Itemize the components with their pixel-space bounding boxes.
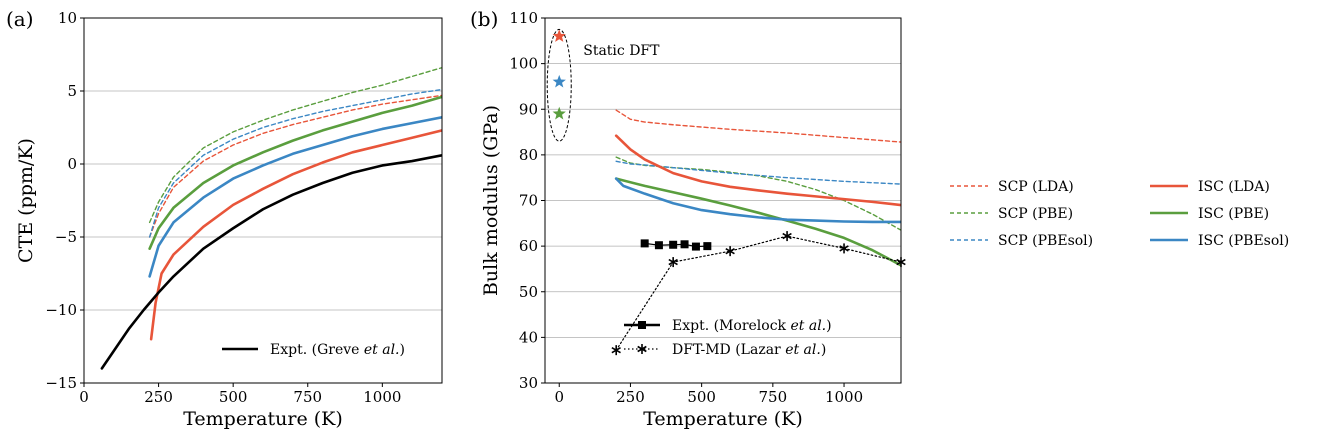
x-axis-label: Temperature (K)	[643, 408, 803, 430]
series-line-isc-pbesol-	[148, 115, 442, 278]
y-tick-label: 0	[67, 155, 77, 173]
data-point-asterisk-stroke	[611, 346, 621, 354]
y-tick-label: 5	[67, 82, 77, 100]
axes-frame	[544, 17, 902, 384]
panel-b: 30 40 50 60 70 80 90 100 110 0 250 500 750 1000 Static…	[470, 7, 906, 430]
legend-label: SCP (LDA)	[998, 179, 1074, 195]
series-line-scp-pbesol-	[615, 160, 901, 185]
y-axis-label: CTE (ppm/K)	[15, 138, 37, 263]
data-point-square	[640, 239, 649, 248]
legend-label: ISC (PBEsol)	[1198, 233, 1289, 249]
panel-a: −15 −10 −5 0 5 10 0 250 500 750 1000 Temperature (K…	[6, 7, 443, 430]
plot-area	[100, 66, 442, 370]
data-point-square	[691, 242, 700, 251]
series-line-scp-pbe-	[615, 156, 901, 231]
y-tick-label: −5	[55, 228, 77, 246]
x-tick-label: 250	[144, 388, 173, 406]
data-point-asterisk	[839, 243, 849, 254]
legend-label: ISC (PBE)	[1198, 206, 1269, 222]
data-point-asterisk	[668, 257, 678, 268]
series-line-dft-md-lazar-et-al-	[615, 235, 901, 351]
y-tick-label: 50	[519, 283, 538, 301]
data-point-asterisk-stroke	[839, 245, 849, 252]
legend-label-italic: et al.	[364, 342, 400, 358]
y-axis-label: Bulk modulus (GPa)	[480, 105, 502, 296]
series-line-expt-greve-et-al-	[100, 153, 442, 370]
x-tick-label: 0	[554, 388, 564, 406]
legend-label-part: Expt. (Morelock	[672, 318, 791, 334]
data-point-asterisk	[611, 345, 621, 356]
series-line-scp-lda-	[615, 109, 901, 143]
y-tick-label: 100	[509, 55, 538, 73]
x-tick-label: 750	[759, 388, 788, 406]
x-tick-label: 250	[616, 388, 645, 406]
data-point-square	[680, 240, 689, 249]
static-dft-star	[552, 29, 566, 42]
data-point-asterisk	[782, 231, 792, 242]
series-line-scp-lda-	[148, 94, 442, 238]
legend-label-part: DFT-MD (Lazar	[672, 342, 785, 358]
static-dft-star	[552, 106, 566, 120]
legend-label-italic: et al.	[785, 342, 821, 358]
series-line-isc-pbesol-	[614, 177, 901, 224]
legend-marker-square	[638, 321, 646, 329]
panel-label: (b)	[470, 7, 498, 31]
x-tick-label: 1000	[363, 388, 401, 406]
y-tick-label: 70	[519, 192, 538, 210]
data-point-asterisk-stroke	[668, 258, 678, 266]
y-tick-label: 40	[519, 328, 538, 346]
data-point-square	[654, 241, 663, 250]
series-line-isc-pbe-	[148, 95, 442, 250]
data-point-asterisk-stroke	[725, 247, 735, 255]
series-line-isc-pbe-	[614, 177, 901, 267]
shared-legend: SCP (LDA) SCP (PBE) SCP (PBEsol) ISC (LDA) I…	[950, 179, 1289, 249]
series-line-scp-pbesol-	[148, 88, 442, 238]
legend-label-part: Expt. (Greve	[270, 342, 364, 358]
x-tick-label: 750	[293, 388, 322, 406]
axes-frame	[83, 17, 443, 384]
series-line-isc-lda-	[614, 134, 901, 207]
x-tick-label: 500	[219, 388, 248, 406]
y-tick-label: −15	[45, 374, 77, 392]
x-axis-label: Temperature (K)	[183, 408, 343, 430]
x-tick-label: 0	[79, 388, 89, 406]
legend-label-part: )	[826, 318, 831, 334]
x-tick-label: 1000	[825, 388, 863, 406]
data-point-asterisk	[725, 246, 735, 257]
data-point-asterisk-stroke	[782, 232, 792, 240]
legend-label: Expt. (Greve et al.)	[270, 342, 405, 358]
static-dft-star	[552, 74, 566, 88]
series-line-isc-lda-	[149, 129, 442, 341]
legend-label: SCP (PBEsol)	[998, 233, 1093, 249]
data-point-square	[703, 242, 712, 251]
legend-label-part: )	[821, 342, 826, 358]
legend-label-italic: et al.	[791, 318, 827, 334]
static-dft-label: Static DFT	[583, 43, 660, 59]
legend-label: SCP (PBE)	[998, 206, 1073, 222]
x-tick-label: 500	[687, 388, 716, 406]
series-line-scp-pbe-	[148, 66, 442, 224]
legend-label-part: )	[400, 342, 405, 358]
y-tick-label: 60	[519, 237, 538, 255]
legend-label: ISC (LDA)	[1198, 179, 1270, 195]
y-tick-label: 10	[58, 9, 77, 27]
legend-label: Expt. (Morelock et al.)	[672, 318, 832, 334]
y-tick-label: 110	[509, 9, 538, 27]
y-tick-label: 90	[519, 100, 538, 118]
panel-label: (a)	[6, 7, 34, 31]
plot-area	[614, 109, 901, 351]
legend-label: DFT-MD (Lazar et al.)	[672, 342, 826, 358]
y-tick-label: −10	[45, 301, 77, 319]
legend-marker-asterisk-stroke	[637, 345, 647, 353]
data-point-square	[669, 240, 678, 249]
y-tick-label: 30	[519, 374, 538, 392]
y-tick-label: 80	[519, 146, 538, 164]
static-dft-ellipse	[546, 28, 572, 142]
legend-marker-asterisk	[637, 344, 647, 354]
